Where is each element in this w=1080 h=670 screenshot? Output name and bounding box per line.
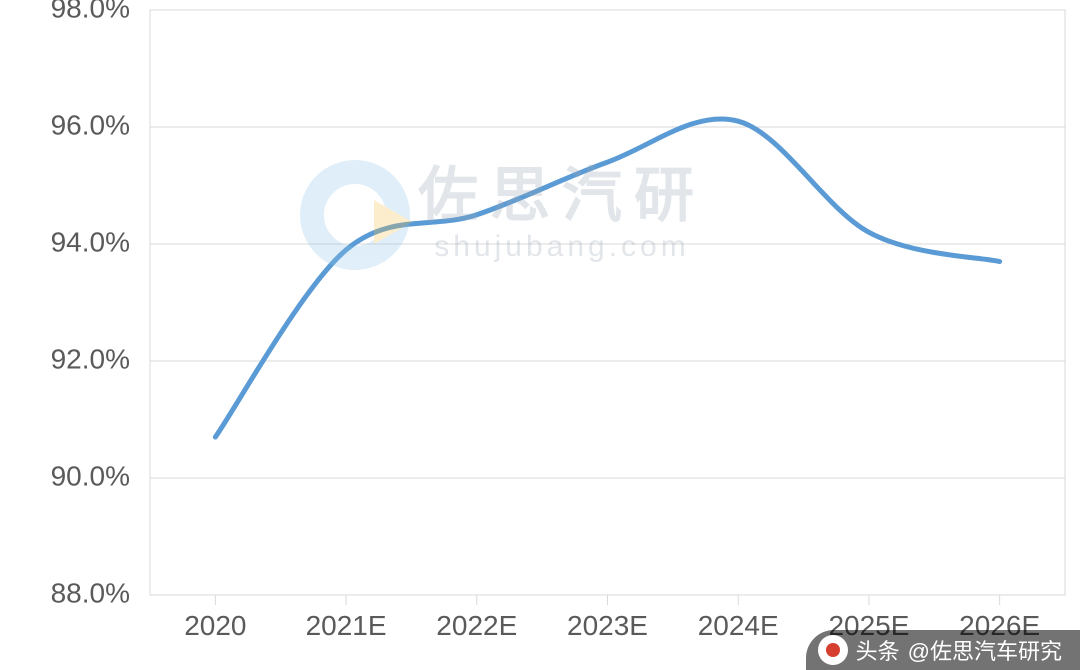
y-tick-label: 94.0%	[51, 226, 130, 257]
y-tick-label: 98.0%	[51, 0, 130, 23]
y-tick-label: 92.0%	[51, 343, 130, 374]
attribution-prefix: 头条	[856, 634, 900, 666]
x-tick-label: 2022E	[436, 610, 517, 641]
x-tick-label: 2021E	[306, 610, 387, 641]
x-tick-label: 2024E	[698, 610, 779, 641]
attribution-icon	[818, 635, 848, 665]
line-chart: 88.0% 90.0% 92.0% 94.0% 96.0% 98.0% 2020 2021E 2…	[0, 0, 1080, 670]
x-tick-label: 2023E	[567, 610, 648, 641]
y-tick-label: 96.0%	[51, 109, 130, 140]
attribution-handle: @佐思汽车研究	[908, 634, 1062, 666]
x-tick-label: 2020	[184, 610, 246, 641]
chart-container: 88.0% 90.0% 92.0% 94.0% 96.0% 98.0% 2020 2021E 2…	[0, 0, 1080, 670]
y-tick-label: 88.0%	[51, 577, 130, 608]
attribution-badge: 头条 @佐思汽车研究	[806, 630, 1080, 670]
y-tick-label: 90.0%	[51, 460, 130, 491]
